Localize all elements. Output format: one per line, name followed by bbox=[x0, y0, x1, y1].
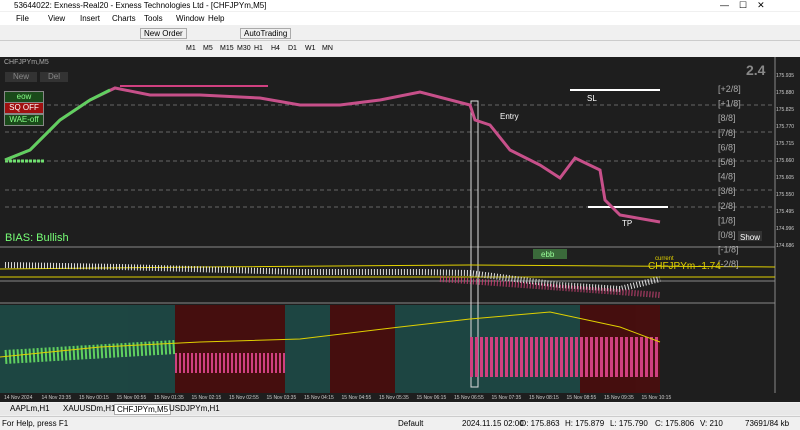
status-profile: Default bbox=[398, 419, 424, 428]
murrey-level: [-1/8] bbox=[718, 245, 739, 255]
murrey-level: [5/8] bbox=[718, 157, 736, 167]
price-tick: 175.495 bbox=[776, 209, 794, 215]
menu-item[interactable]: File bbox=[16, 14, 29, 23]
chart-symbol: CHFJPYm,M5 bbox=[4, 59, 49, 66]
del-button[interactable]: Del bbox=[40, 72, 68, 82]
status-time: 2024.11.15 02:00 bbox=[462, 419, 524, 428]
wae-button[interactable]: WAE-off bbox=[4, 114, 44, 126]
menu-item[interactable]: Window bbox=[176, 14, 205, 23]
chart-tab[interactable]: USDJPYm,H1 bbox=[169, 404, 220, 413]
time-tick: 15 Nov 01:35 bbox=[154, 395, 184, 401]
sl-label: SL bbox=[587, 94, 597, 103]
murrey-level: [1/8] bbox=[718, 215, 736, 225]
time-tick: 15 Nov 09:35 bbox=[604, 395, 634, 401]
status-bar: For Help, press F1 Default 2024.11.15 02… bbox=[0, 416, 800, 430]
entry-label: Entry bbox=[500, 112, 519, 121]
menu-item[interactable]: Help bbox=[208, 14, 225, 23]
price-tick: 175.715 bbox=[776, 141, 794, 147]
timeframe-button[interactable]: MN bbox=[322, 45, 333, 52]
murrey-level: [+1/8] bbox=[718, 99, 741, 109]
toolbar: New Order AutoTrading bbox=[0, 26, 800, 41]
sq-button[interactable]: SQ OFF bbox=[4, 102, 44, 114]
time-tick: 14 Nov 2024 bbox=[4, 395, 33, 401]
menu-item[interactable]: Charts bbox=[112, 14, 136, 23]
price-tick: 175.550 bbox=[776, 192, 794, 198]
autotrading-button[interactable]: AutoTrading bbox=[240, 28, 292, 39]
timeframe-button[interactable]: W1 bbox=[305, 45, 316, 52]
time-tick: 15 Nov 00:55 bbox=[117, 395, 147, 401]
menu-item[interactable]: View bbox=[48, 14, 66, 23]
new-button[interactable]: New bbox=[5, 72, 37, 82]
time-tick: 15 Nov 06:55 bbox=[454, 395, 484, 401]
murrey-level: [4/8] bbox=[718, 172, 736, 182]
status-help: For Help, press F1 bbox=[2, 419, 69, 428]
menu-item[interactable]: Tools bbox=[144, 14, 163, 23]
timeframe-button[interactable]: D1 bbox=[288, 45, 297, 52]
timeframe-button[interactable]: M15 bbox=[220, 45, 234, 52]
menu-bar: File View Insert Charts Tools Window Help bbox=[0, 12, 800, 25]
chart-tab[interactable]: CHFJPYm,M5 bbox=[114, 404, 172, 415]
time-tick: 15 Nov 07:35 bbox=[492, 395, 522, 401]
chart-tabs: AAPLm,H1 XAUUSDm,H1 CHFJPYm,M5 USDJPYm,H1 bbox=[0, 403, 800, 415]
murrey-level: [2/8] bbox=[718, 201, 736, 211]
timeframe-button[interactable]: M30 bbox=[237, 45, 251, 52]
price-tick: 175.880 bbox=[776, 90, 794, 96]
current-value: CHFJPYm -1.74 bbox=[648, 261, 721, 272]
time-tick: 15 Nov 02:55 bbox=[229, 395, 259, 401]
timeframe-button[interactable]: H1 bbox=[254, 45, 263, 52]
price-tick: 175.660 bbox=[776, 158, 794, 164]
murrey-level: [0/8] bbox=[718, 230, 736, 240]
price-tick: 175.605 bbox=[776, 175, 794, 181]
timeframe-button[interactable]: M1 bbox=[186, 45, 196, 52]
window-controls[interactable]: — ☐ ✕ bbox=[720, 0, 765, 10]
time-tick: 15 Nov 03:35 bbox=[267, 395, 297, 401]
time-tick: 15 Nov 08:15 bbox=[529, 395, 559, 401]
time-tick: 15 Nov 04:15 bbox=[304, 395, 334, 401]
menu-item[interactable]: Insert bbox=[80, 14, 101, 23]
time-tick: 15 Nov 08:55 bbox=[567, 395, 597, 401]
current-label: current bbox=[655, 256, 674, 262]
timeframe-button[interactable]: H4 bbox=[271, 45, 280, 52]
ebb-label: ebb bbox=[541, 250, 555, 259]
time-tick: 15 Nov 04:55 bbox=[342, 395, 372, 401]
time-tick: 15 Nov 10:15 bbox=[642, 395, 672, 401]
status-close: C: 175.806 bbox=[655, 419, 695, 428]
murrey-level: [-2/8] bbox=[718, 259, 739, 269]
price-tick: 175.770 bbox=[776, 124, 794, 130]
murrey-level: [6/8] bbox=[718, 142, 736, 152]
murrey-level: [+2/8] bbox=[718, 84, 741, 94]
chart-tab[interactable]: XAUUSDm,H1 bbox=[63, 404, 116, 413]
time-tick: 15 Nov 05:35 bbox=[379, 395, 409, 401]
tp-label: TP bbox=[622, 219, 633, 228]
price-tick: 175.935 bbox=[776, 73, 794, 79]
status-high: H: 175.879 bbox=[565, 419, 605, 428]
murrey-level: [7/8] bbox=[718, 128, 736, 138]
status-traffic: 73691/84 kb bbox=[745, 419, 790, 428]
price-tick: 175.825 bbox=[776, 107, 794, 113]
title-bar: 53644022: Exness-Real20 - Exness Technol… bbox=[0, 0, 800, 11]
spread: 2.4 bbox=[746, 62, 766, 78]
time-tick: 15 Nov 00:15 bbox=[79, 395, 109, 401]
murrey-level: [3/8] bbox=[718, 186, 736, 196]
show-button[interactable]: Show bbox=[740, 233, 761, 242]
status-low: L: 175.790 bbox=[610, 419, 648, 428]
status-volume: V: 210 bbox=[700, 419, 723, 428]
new-order-button[interactable]: New Order bbox=[140, 28, 187, 39]
bias-label: BIAS: Bullish bbox=[5, 232, 69, 244]
eow-button[interactable]: eow bbox=[4, 91, 44, 103]
timeframe-button[interactable]: M5 bbox=[203, 45, 213, 52]
chart-tab[interactable]: AAPLm,H1 bbox=[10, 404, 50, 413]
time-tick: 14 Nov 23:35 bbox=[42, 395, 72, 401]
price-tick: 174.686 bbox=[776, 243, 794, 249]
timeframe-toolbar: M1 M5 M15 M30 H1 H4 D1 W1 MN bbox=[0, 42, 800, 56]
time-tick: 15 Nov 06:15 bbox=[417, 395, 447, 401]
window-title: 53644022: Exness-Real20 - Exness Technol… bbox=[14, 1, 267, 10]
chart: [+2/8] [+1/8] [8/8] [7/8] [6/8] [5/8] [4/8] [3/… bbox=[0, 57, 800, 402]
price-tick: 174.996 bbox=[776, 226, 794, 232]
murrey-level: [8/8] bbox=[718, 113, 736, 123]
time-tick: 15 Nov 02:15 bbox=[192, 395, 222, 401]
status-open: O: 175.863 bbox=[520, 419, 560, 428]
